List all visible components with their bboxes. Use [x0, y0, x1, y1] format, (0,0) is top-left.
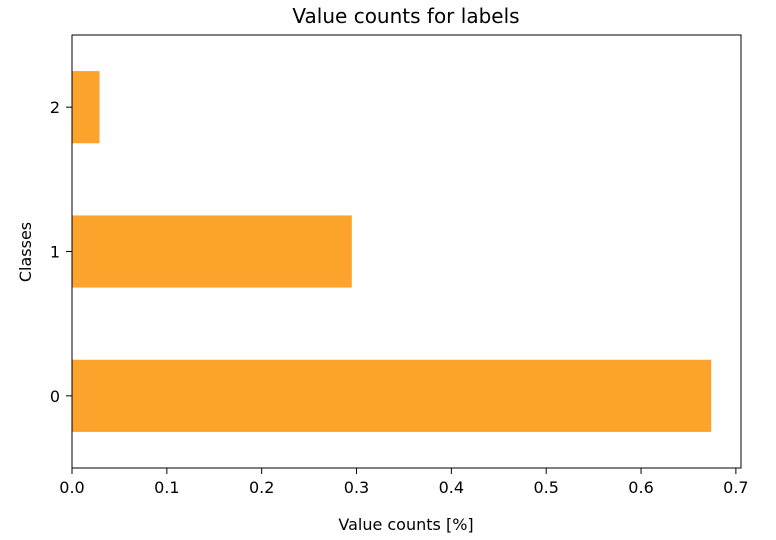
x-tick-label: 0.0 [59, 478, 84, 497]
x-axis-ticks: 0.0 0.1 0.2 0.3 0.4 0.5 0.6 0.7 [59, 468, 749, 497]
bar-class-2 [72, 71, 100, 144]
x-tick-label: 0.3 [344, 478, 369, 497]
y-axis-label: Classes [16, 222, 35, 282]
x-axis-label: Value counts [%] [338, 515, 473, 534]
bars-group [72, 71, 712, 432]
y-axis-ticks: 0 1 2 [50, 98, 72, 406]
x-tick-label: 0.4 [439, 478, 464, 497]
x-tick-label: 0.5 [533, 478, 558, 497]
bar-class-0 [72, 359, 712, 432]
bar-class-1 [72, 215, 352, 288]
x-tick-label: 0.1 [154, 478, 179, 497]
y-tick-label: 2 [50, 98, 60, 117]
x-tick-label: 0.2 [249, 478, 274, 497]
y-tick-label: 1 [50, 243, 60, 262]
chart-title: Value counts for labels [292, 4, 519, 28]
y-tick-label: 0 [50, 387, 60, 406]
x-tick-label: 0.7 [723, 478, 748, 497]
x-tick-label: 0.6 [628, 478, 653, 497]
